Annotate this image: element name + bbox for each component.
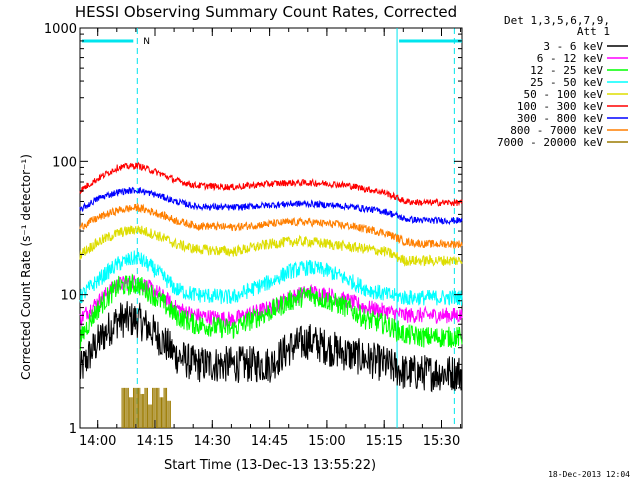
series-layer [79,161,463,428]
night-marker-label: N [143,37,150,47]
y-tick-label: 100 [52,155,77,170]
footer-timestamp: 18-Dec-2013 12:04 [548,470,630,479]
series-7000to20000kev [121,387,171,428]
y-tick-label: 10 [60,289,77,304]
series-50to100kev [79,225,463,267]
legend-entry-label: 25 - 50 keV [530,76,603,89]
legend-entry-label: 12 - 25 keV [530,64,603,77]
legend-entry-label: 300 - 800 keV [517,112,603,125]
axes-layer: 1 10 100 1000 14:00 14:15 14:30 14:45 15:00 15:15… [44,22,462,449]
x-tick-label: 15:15 [365,434,402,449]
legend-entry-label: 100 - 300 keV [517,100,603,113]
x-tick-label: 15:00 [308,434,345,449]
legend-header: Att 1 [577,25,610,38]
series-800to7000kev [79,202,463,250]
y-tick-label: 1000 [44,22,77,37]
x-tick-label: 14:15 [136,434,173,449]
y-tick-label: 1 [69,422,77,437]
series-100to300kev [79,161,463,207]
series-12to25kev [79,273,463,351]
x-axis-label: Start Time (13-Dec-13 13:55:22) [164,458,376,473]
legend-header: Det 1,3,5,6,7,9, [504,14,610,27]
series-3to6kev [79,301,463,393]
legend-entry-label: 50 - 100 keV [524,88,604,101]
x-tick-label: 14:30 [194,434,231,449]
y-axis-label: Corrected Count Rate (s⁻¹ detector⁻¹) [19,154,33,380]
x-tick-label: 15:30 [423,434,460,449]
legend-entry-label: 3 - 6 keV [543,40,603,53]
legend-entry-label: 7000 - 20000 keV [497,136,603,149]
chart-title: HESSI Observing Summary Count Rates, Cor… [75,3,457,21]
legend-entry-label: 800 - 7000 keV [510,124,603,137]
x-tick-label: 14:00 [79,434,116,449]
series-300to800kev [79,186,463,226]
series-25to50kev [79,250,463,306]
x-tick-label: 14:45 [251,434,288,449]
legend-entry-label: 6 - 12 keV [537,52,604,65]
